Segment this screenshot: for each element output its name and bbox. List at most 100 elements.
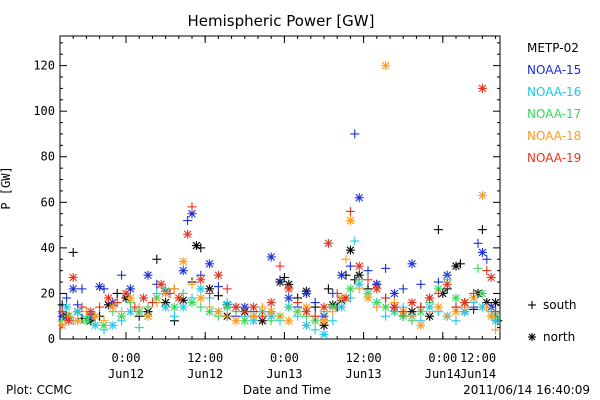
point-noaa-19-south [482, 266, 492, 276]
plot-frame [59, 35, 501, 340]
point-noaa-19-north [372, 284, 382, 294]
point-noaa-17-north [451, 293, 461, 303]
point-noaa-15-north [442, 270, 452, 280]
point-noaa-18-south [99, 316, 109, 326]
x-tick-date-label: Jun12 [187, 367, 223, 381]
point-noaa-19-north [64, 316, 74, 326]
point-noaa-18-north [231, 316, 241, 326]
point-noaa-19-north [284, 284, 294, 294]
point-noaa-15-south [77, 284, 87, 294]
x-axis-label: Date and Time [243, 383, 331, 397]
point-noaa-19-south [416, 302, 426, 312]
point-noaa-18-south [117, 307, 127, 317]
point-noaa-19-south [205, 288, 215, 298]
point-noaa-18-north [486, 311, 496, 321]
point-noaa-18-south [407, 311, 417, 321]
point-noaa-19-south [275, 261, 285, 271]
point-noaa-19-north [249, 302, 259, 312]
point-noaa-19-south [130, 302, 140, 312]
point-noaa-17-north [477, 288, 487, 298]
point-noaa-19-south [95, 302, 105, 312]
point-noaa-19-south [57, 307, 67, 317]
legend-label: METP-02 [527, 41, 579, 55]
chart-title: Hemispheric Power [GW] [188, 12, 375, 30]
point-noaa-15-north [407, 259, 417, 269]
point-noaa-19-north [68, 272, 78, 282]
point-noaa-15-north [143, 270, 153, 280]
point-noaa-17-south [73, 307, 83, 317]
point-noaa-16-south [350, 236, 360, 246]
point-noaa-18-north [284, 316, 294, 326]
legend-label: NOAA-15 [527, 63, 581, 77]
point-noaa-19-north [301, 307, 311, 317]
point-noaa-15-north [178, 266, 188, 276]
point-noaa-19-south [491, 307, 501, 317]
point-noaa-19-south [363, 275, 373, 285]
point-noaa-19-north [121, 288, 131, 298]
point-noaa-16-south [451, 316, 461, 326]
y-tick-label: 120 [33, 59, 55, 73]
x-tick-date-label: Jun12 [108, 367, 144, 381]
point-noaa-15-north [284, 293, 294, 303]
point-noaa-17-north [240, 316, 250, 326]
marker-legend-label: south [543, 298, 577, 312]
point-noaa-15-south [183, 216, 193, 226]
point-noaa-19-north [425, 293, 435, 303]
point-noaa-16-north [90, 320, 100, 330]
marker-legend: south north [528, 298, 577, 344]
point-noaa-19-south [398, 307, 408, 317]
point-noaa-16-south [169, 311, 179, 321]
point-noaa-18-north [213, 307, 223, 317]
point-noaa-18-south [328, 307, 338, 317]
point-noaa-19-north [389, 302, 399, 312]
point-noaa-18-south [275, 311, 285, 321]
x-tick-date-label: Jun13 [346, 367, 382, 381]
series-legend: METP-02 NOAA-15 NOAA-16 NOAA-17 NOAA-18 NOAA-… [527, 41, 581, 165]
point-noaa-17-north [416, 307, 426, 317]
point-noaa-16-north [125, 307, 135, 317]
point-noaa-18-south [222, 311, 232, 321]
x-tick-time-label: 0:00 [270, 351, 299, 365]
point-noaa-18-north [266, 307, 276, 317]
point-noaa-18-north [57, 320, 67, 330]
point-noaa-19-south [112, 298, 122, 308]
x-axis-ticks: 0:00 Jun12 12:00 Jun12 0:00 Jun13 12:00 Jun13 0:… [59, 36, 497, 381]
point-noaa-19-south [165, 288, 175, 298]
point-noaa-15-north [477, 247, 487, 257]
point-metp-02-north [191, 241, 201, 251]
point-noaa-19-north [460, 298, 470, 308]
point-noaa-18-north [319, 316, 329, 326]
point-noaa-18-north [196, 293, 206, 303]
point-noaa-18-north [433, 302, 443, 312]
point-noaa-18-south [205, 302, 215, 312]
point-noaa-19-north [407, 298, 417, 308]
point-noaa-18-north [73, 316, 83, 326]
point-noaa-15-north [68, 284, 78, 294]
point-noaa-16-south [328, 316, 338, 326]
point-noaa-17-south [178, 288, 188, 298]
point-noaa-19-south [187, 202, 197, 212]
point-metp-02-south [433, 225, 443, 235]
y-tick-label: 40 [41, 241, 55, 255]
point-noaa-19-south [257, 311, 267, 321]
point-noaa-19-north [354, 261, 364, 271]
point-noaa-15-south [99, 284, 109, 294]
point-noaa-17-north [169, 302, 179, 312]
y-tick-label: 100 [33, 104, 55, 118]
point-noaa-19-south [451, 302, 461, 312]
point-noaa-18-north [345, 216, 355, 226]
marker-symbol [528, 333, 536, 341]
point-noaa-19-north [323, 238, 333, 248]
point-noaa-19-north [213, 270, 223, 280]
point-metp-02-north [345, 245, 355, 255]
y-tick-label: 0 [48, 332, 55, 346]
point-noaa-15-south [482, 254, 492, 264]
point-noaa-18-south [293, 307, 303, 317]
y-tick-label: 80 [41, 150, 55, 164]
x-tick-time-label: 12:00 [346, 351, 382, 365]
point-noaa-18-south [491, 325, 501, 335]
point-noaa-15-south [416, 279, 426, 289]
point-noaa-19-south [469, 288, 479, 298]
point-noaa-16-south [310, 325, 320, 335]
